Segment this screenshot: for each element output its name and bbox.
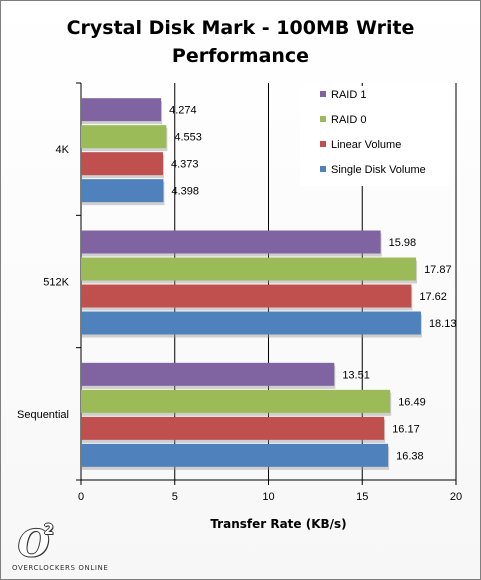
bar-2-3 (81, 443, 389, 467)
data-label-1-1: 17.87 (424, 264, 452, 276)
legend-swatch-2 (320, 141, 326, 147)
data-label-2-0: 13.51 (342, 369, 370, 381)
logo-superscript: 2 (44, 522, 54, 538)
category-label-1: 512K (43, 277, 69, 289)
category-label-2: Sequential (17, 409, 69, 421)
overclockers-online-logo: O 2 OVERCLOCKERS ONLINE (12, 522, 122, 576)
chart-title: Crystal Disk Mark - 100MB Write Performa… (0, 14, 481, 70)
bar-0-3 (81, 179, 164, 203)
data-label-2-2: 16.17 (392, 423, 420, 435)
x-tick-label-20: 20 (450, 491, 462, 503)
bar-1-1 (81, 257, 417, 281)
legend-label-0: RAID 1 (331, 89, 366, 101)
bar-0-1 (81, 125, 167, 149)
data-label-0-1: 4.553 (174, 132, 202, 144)
x-axis-title: Transfer Rate (KB/s) (210, 517, 346, 531)
legend-label-3: Single Disk Volume (331, 164, 426, 176)
data-label-2-3: 16.38 (396, 450, 424, 462)
x-tick-label-10: 10 (262, 491, 274, 503)
x-tick-label-5: 5 (172, 491, 178, 503)
bar-0-2 (81, 152, 163, 176)
data-label-1-2: 17.62 (419, 291, 447, 303)
data-label-0-3: 4.398 (171, 186, 199, 198)
legend-swatch-1 (320, 116, 326, 122)
bar-2-0 (81, 362, 335, 386)
bar-1-0 (81, 230, 381, 254)
bar-1-3 (81, 311, 421, 335)
bar-1-2 (81, 284, 412, 308)
x-tick-label-0: 0 (78, 491, 84, 503)
logo-mark: O (18, 523, 50, 565)
legend-swatch-0 (320, 91, 326, 97)
data-label-0-0: 4.274 (169, 105, 197, 117)
chart-title-line-1: Crystal Disk Mark - 100MB Write (66, 17, 415, 39)
logo-text: OVERCLOCKERS ONLINE (12, 564, 109, 572)
data-label-0-2: 4.373 (171, 159, 199, 171)
bar-2-2 (81, 416, 385, 440)
chart-title-line-2: Performance (171, 45, 310, 67)
x-tick-label-15: 15 (356, 491, 368, 503)
legend-swatch-3 (320, 166, 326, 172)
legend-label-1: RAID 0 (331, 114, 366, 126)
legend-label-2: Linear Volume (331, 139, 401, 151)
bar-0-0 (81, 98, 162, 122)
category-label-0: 4K (56, 144, 70, 156)
data-label-2-1: 16.49 (398, 396, 426, 408)
data-label-1-0: 15.98 (389, 237, 417, 249)
data-label-1-3: 18.13 (429, 318, 457, 330)
bar-2-1 (81, 389, 391, 413)
